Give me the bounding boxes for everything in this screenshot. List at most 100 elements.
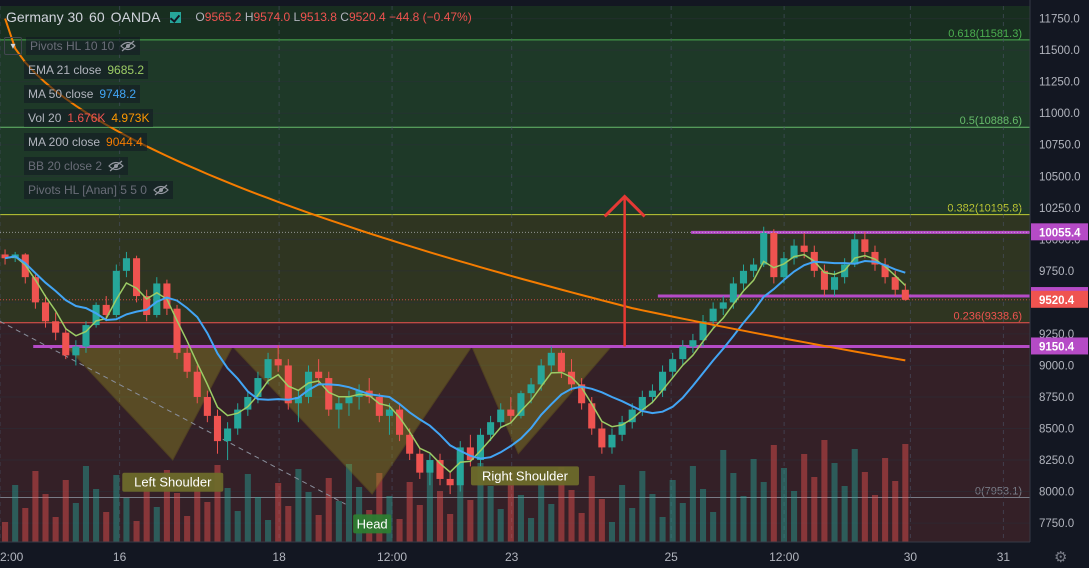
volume-bar [497,509,504,542]
candle-body [891,277,899,290]
legend-row-ma50[interactable]: MA 50 close 9748.2 [4,82,173,106]
volume-bar [133,521,140,542]
candle-body [153,283,161,315]
time-tick-label: 2:00 [0,550,24,564]
volume-bar [32,471,39,542]
candle-body [173,308,181,353]
legend-row-pivots-hl[interactable]: ▾ Pivots HL 10 10 [4,34,173,58]
price-axis: 7750.08000.08250.08500.08750.09000.09250… [1029,0,1089,568]
time-tick-label: 18 [272,550,286,564]
price-tick-label: 11000.0 [1039,108,1080,120]
candle-body [497,409,505,423]
candle-body [426,460,434,473]
fib-zone [0,127,1030,215]
price-label-bg [1031,337,1088,355]
candle-body [578,384,586,404]
legend-row-bb[interactable]: BB 20 close 2 [4,154,173,178]
price-label: 10055.4 [1039,227,1081,239]
legend-row-volume[interactable]: Vol 20 1.676K 4.973K [4,106,173,130]
volume-bar [619,485,626,542]
volume-bar [558,467,565,542]
volume-bar [902,444,909,542]
candle-body [41,302,50,322]
volume-bar [517,495,524,542]
volume-bar [72,503,79,542]
price-label-bg [1031,290,1088,308]
volume-bar [892,481,899,542]
price-tick-label: 8250.0 [1039,455,1074,467]
candle-body [669,359,677,372]
candle-body [274,359,282,366]
legend-row-ma200[interactable]: MA 200 close 9044.4 [4,130,173,154]
volume-bar [447,514,454,542]
volume-bar [760,482,767,542]
symbol-name[interactable]: Germany 30 [6,9,84,25]
legend-row-pivots-anan[interactable]: Pivots HL [Anan] 5 5 0 [4,178,173,202]
candle-body [315,371,323,379]
eye-off-icon[interactable] [120,40,137,52]
volume-bar [457,477,464,542]
volume-bar [52,517,59,542]
candle-body [72,346,80,356]
candle-body [750,264,758,271]
candle-body [82,325,90,347]
volume-bar [123,498,130,542]
volume-bar [861,472,868,542]
volume-bar [173,493,181,542]
candle-body [790,245,798,259]
fib-label: 0.5(10888.6) [960,115,1022,127]
price-label: 9150.4 [1039,341,1075,353]
chevron-down-icon[interactable]: ▾ [4,37,22,55]
candle-body [598,428,606,448]
price-tick-label: 11750.0 [1039,14,1080,26]
volume-bar [770,445,777,542]
candle-body [264,359,272,379]
price-tick-label: 8750.0 [1039,392,1074,404]
candle-body [446,478,454,486]
volume-bar [487,486,494,542]
eye-off-icon[interactable] [108,160,124,172]
candle-body [304,371,313,397]
price-tick-label: 11250.0 [1039,77,1080,89]
volume-bar [285,506,292,542]
volume-bar [224,488,231,542]
candle-body [830,277,839,290]
fib-label: 0.382(10195.8) [947,203,1022,215]
volume-bar [811,477,818,542]
candle-body [284,365,292,404]
candle-body [396,409,404,435]
volume-bar [679,503,686,542]
volume-bar [649,494,656,542]
volume-bar [345,464,353,542]
annotations: Left Shoulder Head Right Shoulder [122,194,646,534]
legend-row-ema21[interactable]: EMA 21 close 9685.2 [4,58,173,82]
eye-off-icon[interactable] [153,184,169,196]
volume-bar [578,513,585,542]
interval[interactable]: 60 [89,9,105,25]
volume-bar [436,491,444,542]
candle-body [133,258,141,297]
candle-body [92,304,100,326]
candle-body [719,302,727,309]
ema21-line [4,253,906,474]
symbol-header: Germany 30 60 OANDA O9565.2 H9574.0 L951… [0,6,472,28]
candle-body [861,239,869,252]
fib-zone [0,39,1030,128]
volume-bar [265,520,272,542]
candle-body [517,393,525,416]
candle-body [112,270,120,315]
volume-bar [325,478,332,542]
candle-body [780,258,788,278]
candle-body [537,365,545,385]
volume-bar [214,465,221,542]
time-axis-bg [0,542,1030,568]
gear-icon[interactable]: ⚙ [1054,549,1068,566]
candle-body [851,239,859,265]
volume-bar [234,511,241,542]
time-tick-label: 31 [997,550,1011,564]
volume-bar [568,490,575,542]
volume-bars [2,440,909,542]
time-tick-label: 12:00 [769,550,799,564]
candle-body [335,403,343,410]
